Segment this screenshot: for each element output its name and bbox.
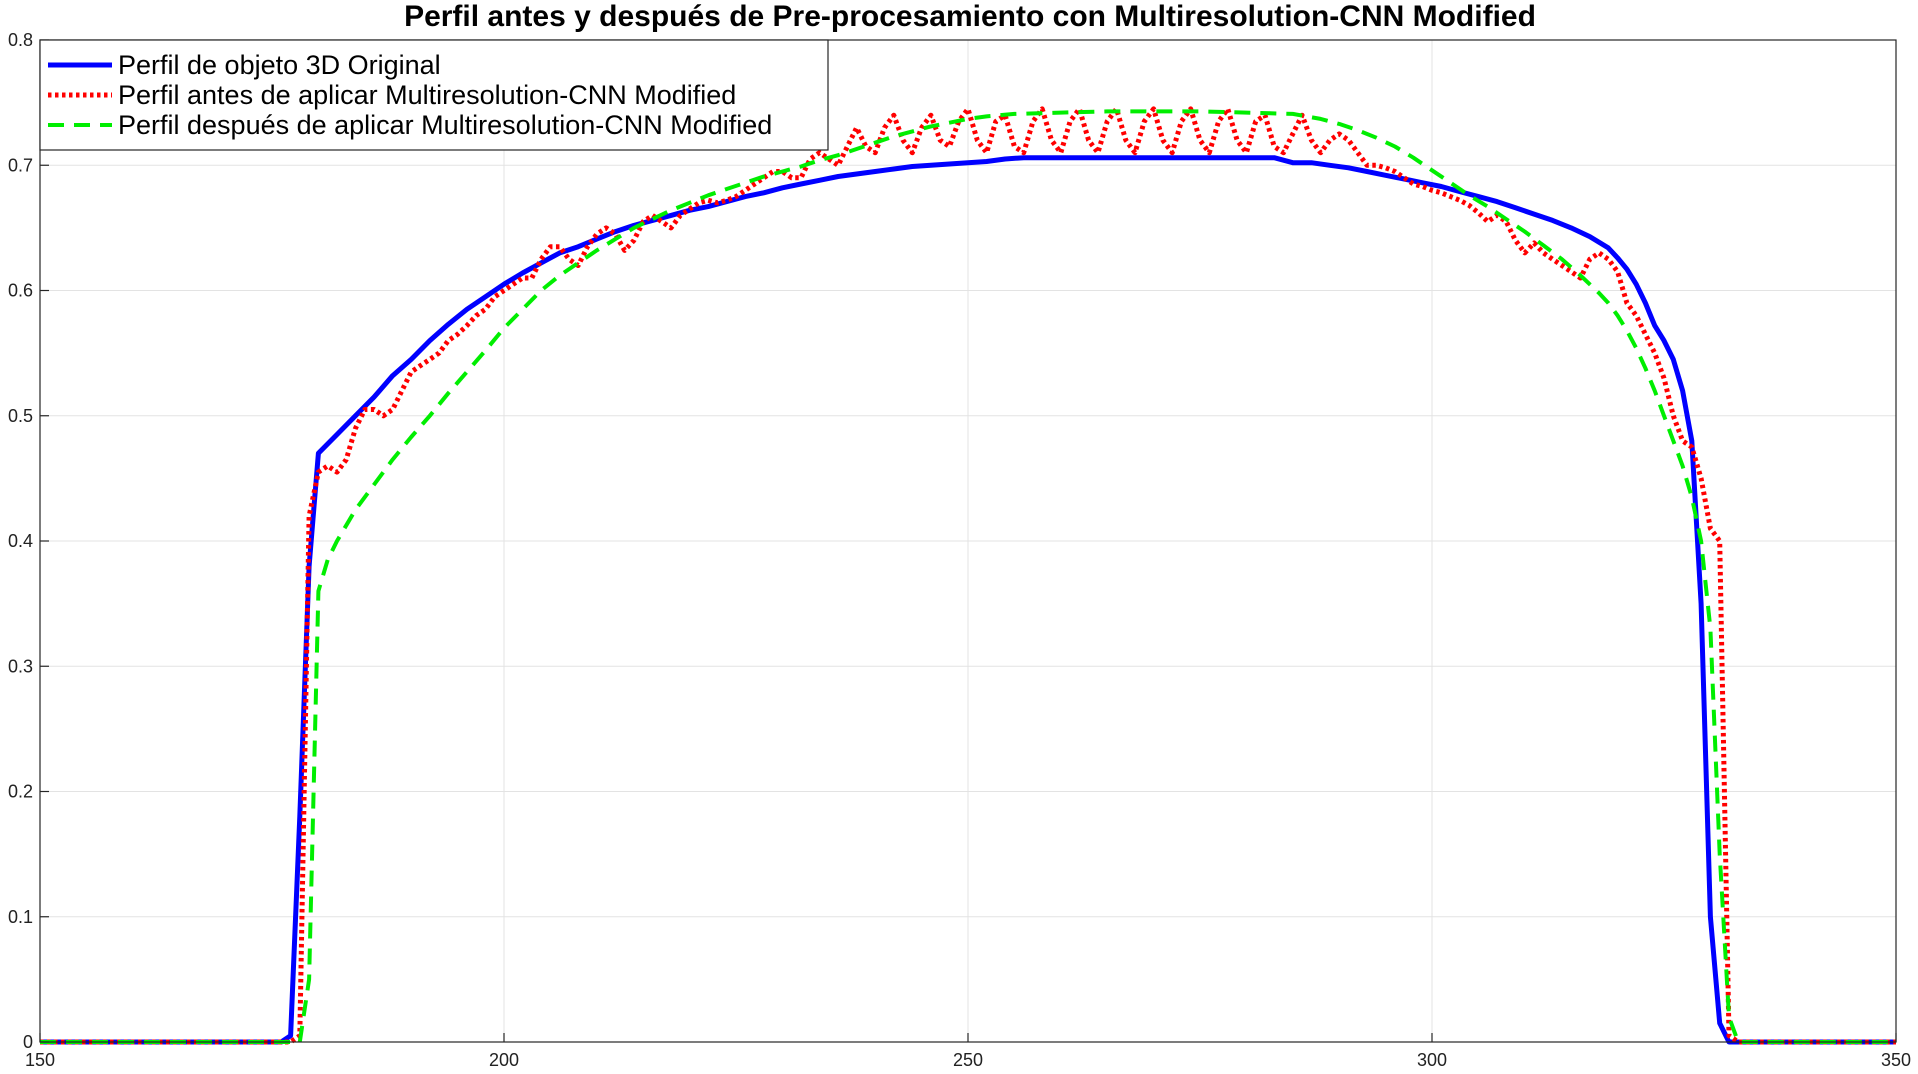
legend-label-2: Perfil antes de aplicar Multiresolution-… (118, 80, 736, 110)
x-tick-label: 300 (1417, 1050, 1447, 1070)
legend-label-1: Perfil de objeto 3D Original (118, 50, 441, 80)
x-tick-label: 150 (25, 1050, 55, 1070)
series-line-3 (40, 109, 1896, 1044)
y-tick-label: 0.4 (8, 531, 33, 551)
x-tick-label: 250 (953, 1050, 983, 1070)
y-tick-label: 0.3 (8, 656, 33, 676)
legend-box (39, 39, 829, 151)
legend-label-3: Perfil después de aplicar Multiresolutio… (118, 110, 772, 140)
y-tick-label: 0.1 (8, 907, 33, 927)
series-line-1 (40, 155, 1896, 1045)
y-axis-ticks: 0 0.1 0.2 0.3 0.4 0.5 0.6 0.7 0.8 (8, 30, 49, 1052)
x-axis-ticks: 150 200 250 300 350 (25, 1033, 1911, 1070)
chart-title: Perfil antes y después de Pre-procesamie… (404, 0, 1536, 33)
y-tick-label: 0 (23, 1032, 33, 1052)
x-tick-label: 200 (489, 1050, 519, 1070)
y-tick-label: 0.6 (8, 281, 33, 301)
y-tick-label: 0.7 (8, 155, 33, 175)
series-line-2 (40, 106, 1896, 1045)
y-tick-label: 0.2 (8, 782, 33, 802)
y-tick-label: 0.8 (8, 30, 33, 50)
y-tick-label: 0.5 (8, 406, 33, 426)
x-tick-label: 350 (1881, 1050, 1911, 1070)
grid-lines (39, 39, 1897, 1043)
series-layer (40, 106, 1896, 1045)
